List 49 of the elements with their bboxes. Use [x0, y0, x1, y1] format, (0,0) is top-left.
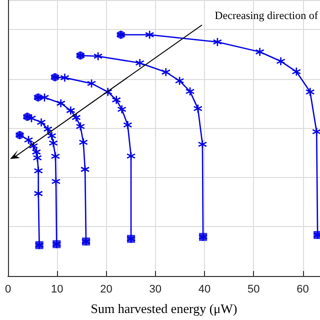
point — [185, 86, 195, 96]
point — [276, 56, 286, 66]
point — [93, 52, 103, 61]
point — [112, 95, 121, 105]
point — [80, 164, 90, 174]
point — [51, 176, 61, 186]
point — [66, 106, 76, 116]
x-tick-label: 30 — [149, 284, 162, 296]
x-tick-label: 10 — [51, 284, 64, 296]
point — [144, 30, 154, 40]
point — [135, 58, 144, 68]
point — [72, 112, 81, 122]
point — [126, 151, 136, 161]
point — [161, 67, 171, 77]
point — [198, 140, 208, 149]
point — [292, 67, 302, 76]
point — [43, 124, 52, 134]
x-tick-label: 20 — [100, 284, 112, 296]
point — [312, 127, 320, 136]
x-tick-label: 60 — [296, 284, 309, 296]
point — [103, 87, 112, 97]
point — [78, 138, 88, 147]
point — [34, 166, 44, 176]
point — [174, 76, 184, 86]
point — [76, 122, 86, 132]
text: Decreasing direction of — [214, 10, 318, 22]
point — [86, 78, 96, 88]
point — [32, 147, 42, 157]
point — [56, 98, 66, 108]
point — [117, 104, 126, 114]
point — [50, 152, 60, 161]
point — [48, 138, 58, 148]
point — [193, 104, 203, 114]
point — [123, 120, 132, 130]
point — [305, 87, 315, 97]
point — [26, 114, 36, 123]
point — [36, 118, 46, 127]
point — [32, 153, 42, 162]
point — [212, 37, 222, 47]
point — [34, 188, 44, 198]
point — [28, 141, 38, 151]
x-axis-title: Sum harvested energy (μW) — [90, 301, 238, 316]
x-tick-label: 0 — [4, 284, 12, 296]
x-tick-label: 50 — [248, 284, 260, 296]
x-tick-label: 40 — [198, 284, 211, 296]
point — [60, 73, 70, 82]
point — [255, 47, 264, 57]
point — [47, 131, 56, 140]
point — [24, 135, 34, 145]
